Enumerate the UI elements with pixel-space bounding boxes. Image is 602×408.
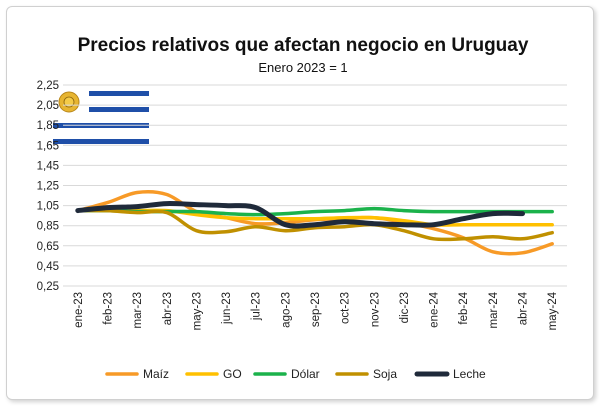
- y-tick-label: 2,05: [37, 100, 59, 112]
- chart-subtitle: Enero 2023 = 1: [258, 60, 347, 75]
- flag-stripe: [89, 107, 149, 112]
- sun-of-may-icon: [58, 91, 80, 113]
- x-tick-label: dic-23: [399, 292, 411, 323]
- x-tick-label: abr-23: [162, 292, 174, 325]
- x-tick-label: sep-23: [310, 292, 322, 327]
- flag-stripe: [89, 91, 149, 96]
- legend-label-soja: Soja: [373, 367, 397, 381]
- uruguay-flag-icon: [53, 87, 149, 145]
- flag-stripe: [53, 139, 149, 144]
- x-tick-label: mar-23: [132, 292, 144, 328]
- x-tick-label: feb-24: [458, 291, 470, 324]
- y-tick-label: 0,45: [37, 261, 59, 273]
- chart-canvas: Precios relativos que afectan negocio en…: [37, 35, 567, 381]
- series-line-leche: [75, 201, 525, 229]
- x-tick-label: jul-23: [251, 292, 263, 321]
- series-line-soja: [76, 208, 554, 242]
- legend-label-go: GO: [223, 367, 242, 381]
- chart-title: Precios relativos que afectan negocio en…: [78, 35, 529, 56]
- y-tick-label: 1,25: [37, 181, 59, 193]
- legend-label-leche: Leche: [453, 367, 486, 381]
- x-tick-label: nov-23: [369, 292, 381, 327]
- x-tick-label: mar-24: [488, 291, 500, 328]
- x-tick-label: oct-23: [340, 292, 352, 324]
- x-tick-label: ene-23: [73, 292, 85, 328]
- legend-label-maiz: Maíz: [143, 367, 169, 381]
- y-tick-label: 1,05: [37, 201, 59, 213]
- x-tick-label: ago-23: [280, 292, 292, 328]
- y-tick-label: 1,45: [37, 160, 59, 172]
- y-tick-label: 0,65: [37, 241, 59, 253]
- x-tick-label: may-24: [547, 291, 559, 330]
- y-tick-label: 1,85: [37, 120, 59, 132]
- y-tick-label: 0,85: [37, 221, 59, 233]
- x-tick-label: ene-24: [429, 291, 441, 327]
- chart-frame: Precios relativos que afectan negocio en…: [6, 6, 594, 400]
- y-tick-label: 0,25: [37, 281, 59, 293]
- x-tick-label: feb-23: [102, 292, 114, 325]
- y-tick-label: 2,25: [37, 80, 59, 92]
- x-tick-label: jun-23: [221, 292, 233, 325]
- y-tick-label: 1,65: [37, 140, 59, 152]
- legend-label-dolar: Dólar: [291, 367, 320, 381]
- x-tick-label: may-23: [191, 292, 203, 330]
- x-tick-label: abr-24: [518, 291, 530, 325]
